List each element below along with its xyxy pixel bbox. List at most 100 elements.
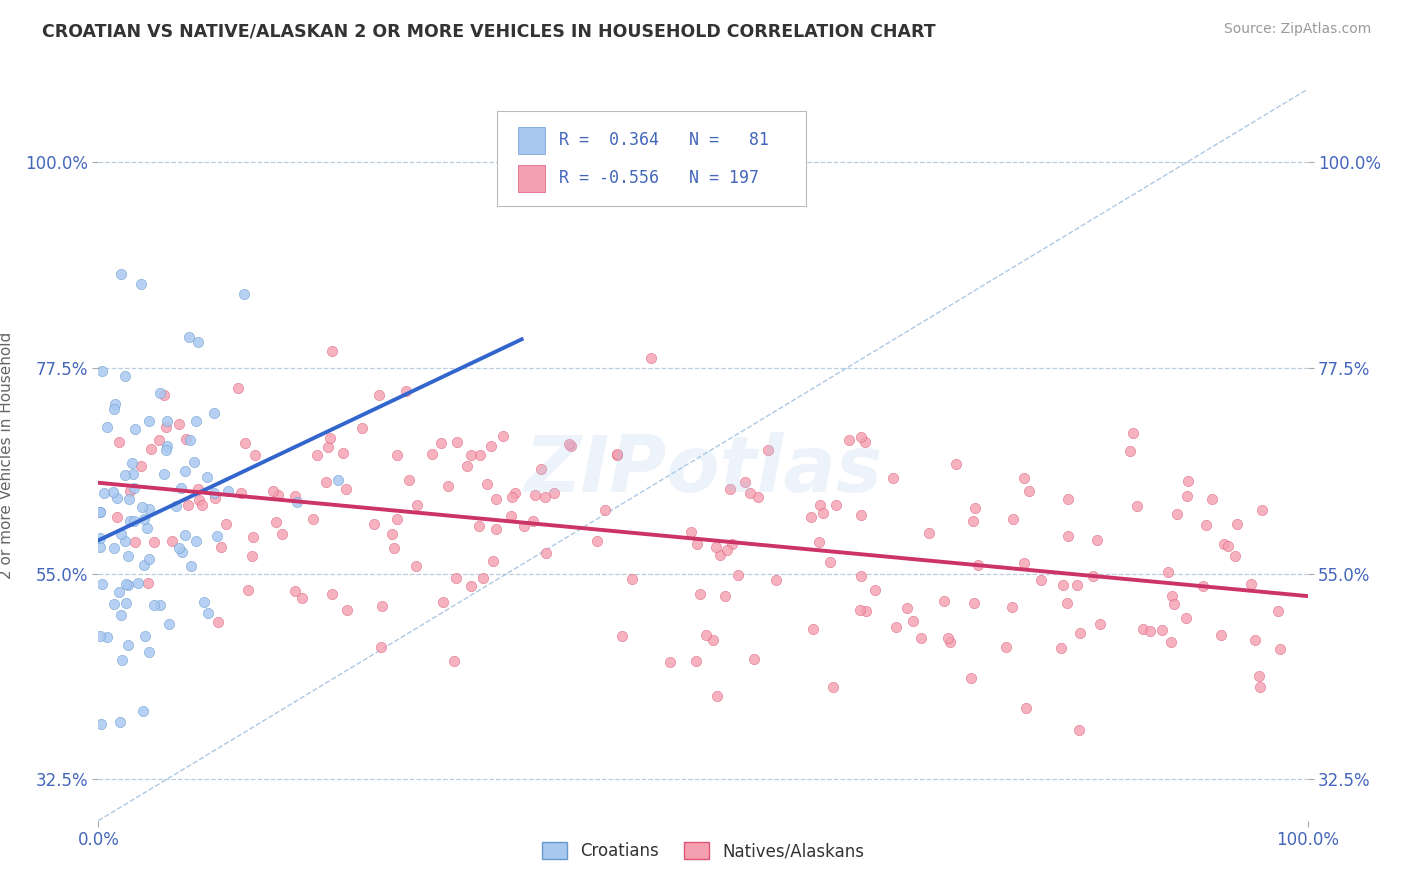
Point (689, 587, 711, 601)
Point (110, 607, 132, 622)
Point (121, 456, 143, 470)
Point (1166, 507, 1188, 521)
Point (1066, 578, 1088, 592)
Point (124, 481, 146, 495)
Point (1249, 681, 1271, 695)
Point (381, 527, 404, 541)
Point (156, 439, 179, 453)
Point (114, 468, 136, 483)
Point (111, 653, 134, 667)
Point (585, 534, 607, 549)
Point (148, 434, 170, 448)
Point (945, 457, 967, 471)
Point (679, 524, 702, 539)
Point (107, 584, 129, 599)
Point (316, 440, 339, 454)
Point (811, 506, 834, 520)
Point (121, 467, 143, 482)
Point (183, 455, 205, 469)
Point (824, 498, 846, 512)
Point (765, 574, 787, 588)
Point (1216, 539, 1239, 553)
Point (89, 505, 111, 519)
Point (315, 475, 337, 489)
Point (176, 498, 198, 512)
Point (184, 533, 207, 548)
Point (821, 680, 844, 694)
Point (352, 421, 374, 435)
Point (444, 571, 467, 585)
Point (738, 486, 761, 500)
Point (501, 490, 523, 504)
Point (420, 448, 443, 462)
Point (321, 587, 343, 601)
Point (264, 515, 287, 529)
Point (149, 599, 172, 613)
Point (1175, 489, 1198, 503)
Point (702, 632, 724, 647)
Point (1163, 597, 1185, 611)
Text: ZIPotlas: ZIPotlas (524, 432, 882, 508)
Point (131, 500, 153, 514)
Point (197, 469, 219, 483)
Point (207, 615, 229, 630)
Point (193, 595, 215, 609)
Point (1069, 626, 1091, 640)
Point (118, 492, 141, 507)
Point (1223, 549, 1246, 564)
Point (593, 503, 616, 517)
Point (432, 595, 454, 609)
Point (1174, 611, 1197, 625)
Point (370, 640, 392, 654)
Point (1018, 483, 1040, 498)
Point (965, 500, 987, 515)
Point (124, 421, 146, 435)
Point (472, 571, 495, 585)
Point (849, 508, 872, 522)
Point (180, 558, 202, 573)
Point (808, 535, 831, 549)
Y-axis label: 2 or more Vehicles in Household: 2 or more Vehicles in Household (0, 331, 14, 579)
Point (695, 628, 717, 642)
Point (197, 606, 219, 620)
Point (1057, 529, 1080, 543)
Point (1160, 635, 1182, 649)
Point (321, 343, 343, 358)
Point (460, 448, 482, 462)
Point (155, 420, 177, 434)
Point (138, 645, 160, 659)
Point (284, 489, 307, 503)
Point (160, 533, 183, 548)
Point (138, 551, 160, 566)
Point (169, 417, 191, 431)
Point (1139, 624, 1161, 638)
Point (855, 604, 877, 618)
Point (460, 579, 482, 593)
Point (91, 364, 114, 378)
Point (910, 631, 932, 645)
Point (110, 527, 132, 541)
Point (370, 599, 392, 613)
Point (335, 482, 357, 496)
Point (395, 384, 418, 398)
Point (285, 495, 308, 509)
Text: R = -0.556   N = 197: R = -0.556 N = 197 (560, 169, 759, 187)
Point (153, 467, 176, 481)
Point (1090, 616, 1112, 631)
Point (820, 555, 842, 569)
Point (1052, 578, 1074, 592)
Point (1122, 425, 1144, 440)
Point (808, 498, 831, 512)
Text: Source: ZipAtlas.com: Source: ZipAtlas.com (1223, 22, 1371, 37)
Point (994, 640, 1017, 654)
Point (107, 434, 129, 449)
Point (479, 439, 502, 453)
Point (606, 447, 628, 461)
Point (90, 577, 112, 591)
Point (115, 577, 138, 591)
Point (127, 576, 149, 591)
Legend: Croatians, Natives/Alaskans: Croatians, Natives/Alaskans (536, 836, 870, 867)
Point (706, 689, 728, 703)
Point (936, 631, 959, 645)
Point (468, 448, 491, 462)
